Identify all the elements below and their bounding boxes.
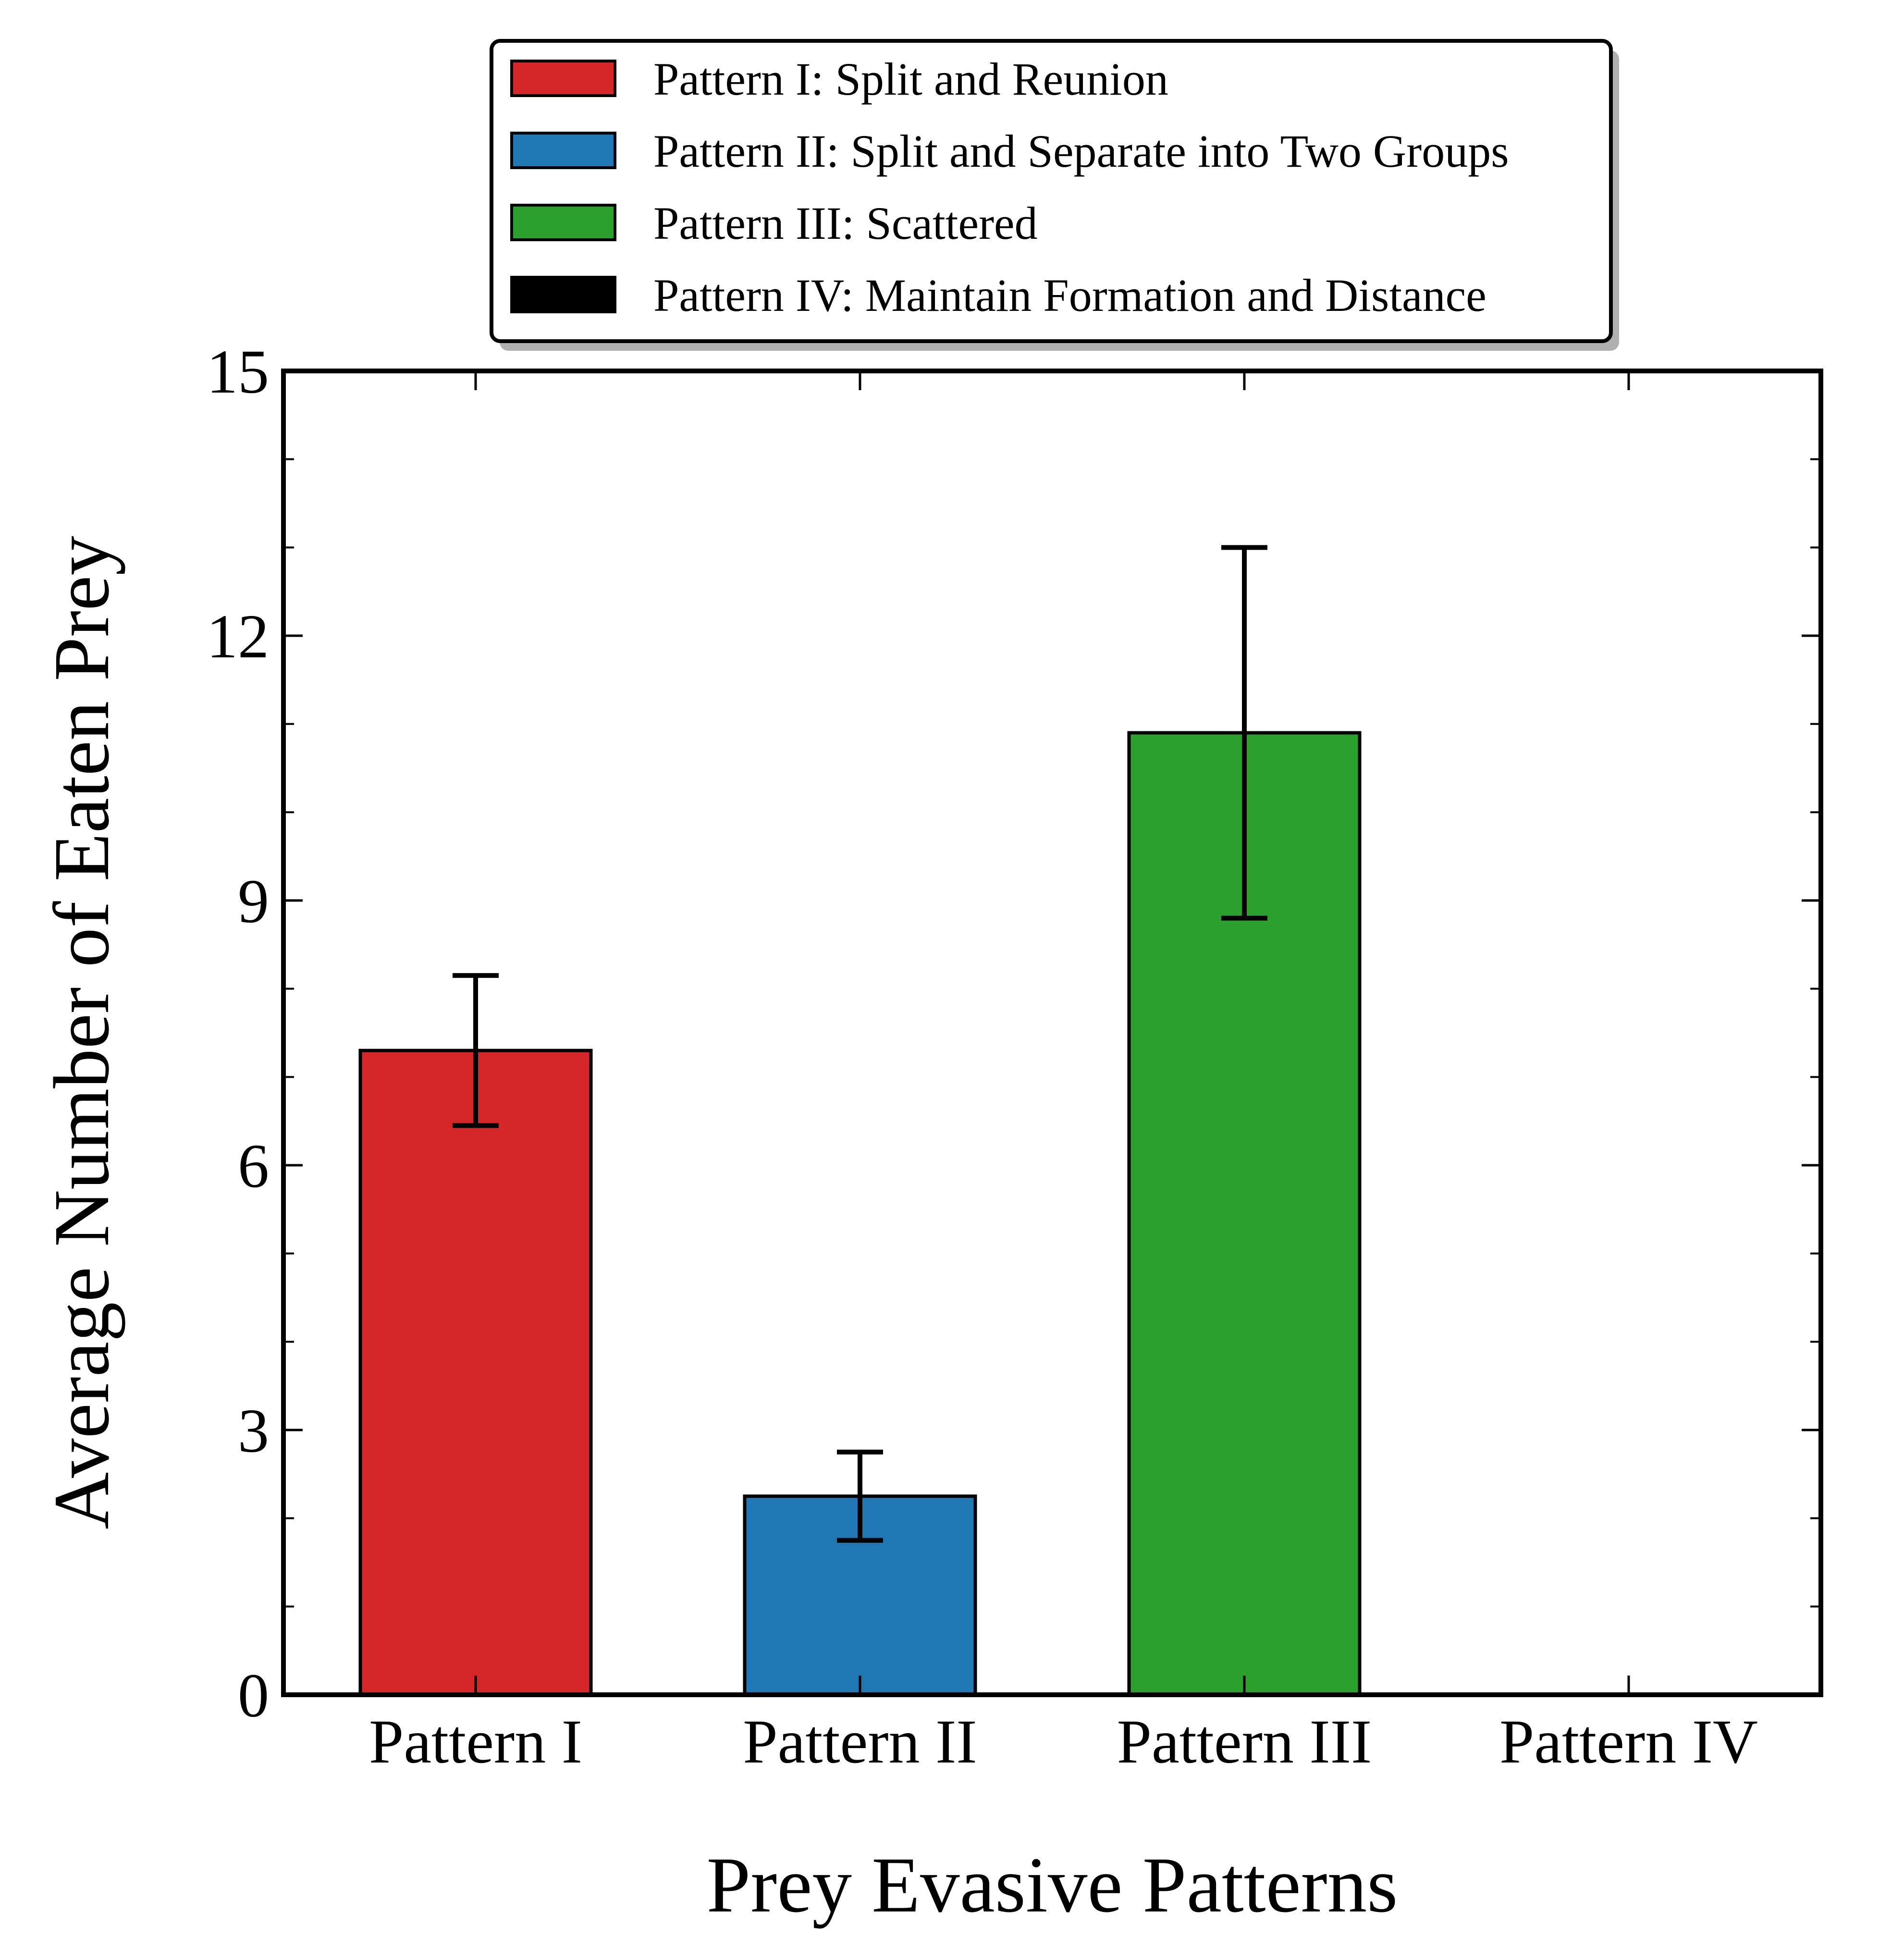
x-tick-label: Pattern II	[743, 1707, 977, 1776]
y-tick-label: 0	[238, 1661, 269, 1730]
legend-label-2: Pattern II: Split and Separate into Two …	[653, 125, 1509, 177]
y-tick-label: 3	[238, 1396, 269, 1466]
error-bars	[453, 545, 1267, 1543]
legend-swatch-4	[510, 276, 616, 313]
legend: Pattern I: Split and Reunion Pattern II: …	[490, 39, 1619, 351]
legend-label-4: Pattern IV: Maintain Formation and Dista…	[653, 270, 1486, 321]
error-bar-2	[837, 1449, 883, 1543]
axis-ticks: Pattern I Pattern II Pattern III Pattern IV…	[207, 337, 1821, 1776]
legend-frame	[490, 39, 1613, 343]
x-tick-label: Pattern IV	[1499, 1707, 1758, 1776]
plot-area: Pattern I Pattern II Pattern III Pattern IV…	[207, 337, 1823, 1776]
legend-items: Pattern I: Split and Reunion Pattern II: …	[510, 53, 1509, 321]
y-tick-label: 9	[238, 867, 269, 936]
y-tick-label: 6	[238, 1132, 269, 1201]
legend-swatch-2	[510, 132, 616, 169]
y-tick-label: 12	[207, 602, 269, 671]
legend-swatch-3	[510, 204, 616, 241]
y-axis-label: Average Number of Eaten Prey	[37, 536, 125, 1529]
error-bar-1	[453, 973, 499, 1128]
plot-frame	[281, 369, 1823, 1697]
x-axis-label: Prey Evasive Patterns	[707, 1841, 1398, 1929]
x-tick-label: Pattern III	[1117, 1707, 1372, 1776]
x-tick-label: Pattern I	[369, 1707, 582, 1776]
error-bar-3	[1221, 545, 1267, 921]
bar-1	[358, 1048, 593, 1697]
legend-label-3: Pattern III: Scattered	[653, 197, 1038, 249]
y-tick-label: 15	[207, 337, 269, 407]
legend-swatch-1	[510, 60, 616, 97]
bars	[358, 731, 1362, 1697]
legend-label-1: Pattern I: Split and Reunion	[653, 53, 1168, 105]
